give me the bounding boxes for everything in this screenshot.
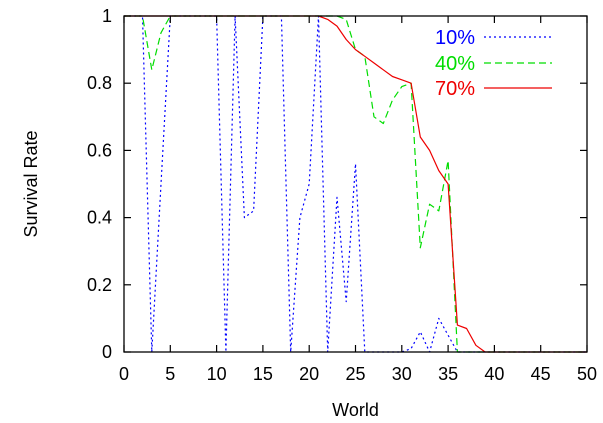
series-layer xyxy=(124,15,587,353)
series-line-40pct xyxy=(124,15,587,353)
y-tick-label: 0.6 xyxy=(87,140,112,160)
tick-layer: 0 5 10 15 20 25 30 35 40 45 50 0 0.2 0.4 0.6 0.8 1 xyxy=(87,6,597,384)
legend-label: 10% xyxy=(435,27,475,49)
legend-label: 40% xyxy=(435,53,475,75)
x-tick-label: 35 xyxy=(438,364,458,384)
y-axis-label: Survival Rate xyxy=(21,130,41,237)
x-tick-label: 25 xyxy=(345,364,365,384)
x-tick-label: 20 xyxy=(299,364,319,384)
y-tick-label: 0.4 xyxy=(87,208,112,228)
x-tick-label: 10 xyxy=(207,364,227,384)
plot-frame xyxy=(123,15,588,353)
x-tick-label: 45 xyxy=(531,364,551,384)
x-tick-label: 5 xyxy=(165,364,175,384)
x-tick-label: 40 xyxy=(484,364,504,384)
x-tick-label: 0 xyxy=(119,364,129,384)
x-axis-label: World xyxy=(332,400,379,420)
x-tick-label: 30 xyxy=(392,364,412,384)
y-tick-label: 0 xyxy=(102,342,112,362)
y-tick-label: 0.2 xyxy=(87,275,112,295)
series-line-10pct xyxy=(124,15,587,353)
y-tick-label: 0.8 xyxy=(87,73,112,93)
legend: 10% 40% 70% xyxy=(435,27,552,100)
y-tick-label: 1 xyxy=(102,6,112,26)
x-tick-label: 50 xyxy=(577,364,597,384)
x-tick-label: 15 xyxy=(253,364,273,384)
series-line-70pct xyxy=(124,15,587,353)
legend-label: 70% xyxy=(435,78,475,100)
